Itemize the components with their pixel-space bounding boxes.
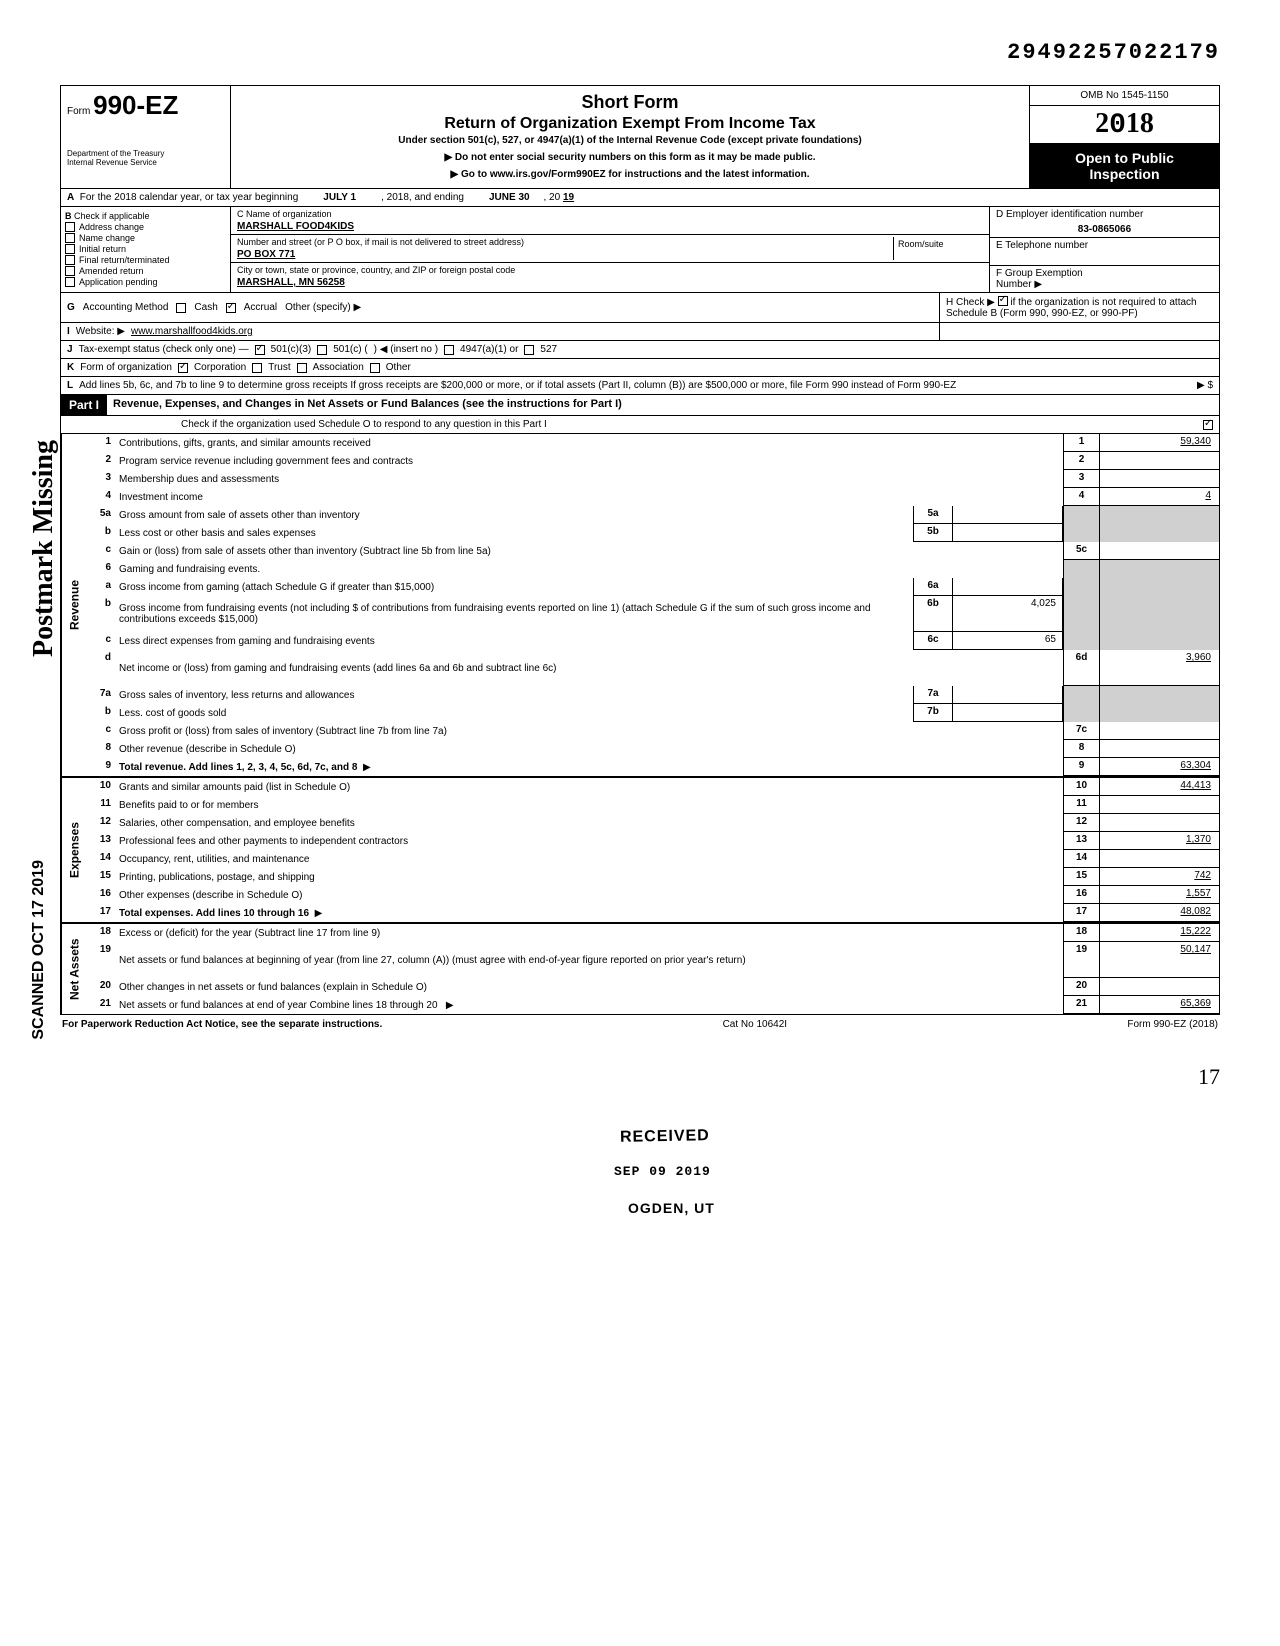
form-label: Form: [67, 106, 90, 117]
page-number: 17: [60, 1064, 1220, 1090]
form-line: 19Net assets or fund balances at beginni…: [87, 942, 1219, 978]
open-to-public: Open to Public Inspection: [1030, 144, 1219, 188]
form-line: 17Total expenses. Add lines 10 through 1…: [87, 904, 1219, 922]
row-g-accounting: G Accounting Method Cash Accrual Other (…: [61, 293, 939, 322]
checkbox-line: Amended return: [65, 266, 226, 276]
info-grid: B Check if applicable Address changeName…: [61, 207, 1219, 293]
checkbox[interactable]: [65, 266, 75, 276]
form-line: cLess direct expenses from gaming and fu…: [87, 632, 1219, 650]
row-k-org-form: K Form of organization Corporation Trust…: [61, 359, 1219, 377]
checkbox-line: Name change: [65, 233, 226, 243]
form-line: 11Benefits paid to or for members11: [87, 796, 1219, 814]
form-line: 13Professional fees and other payments t…: [87, 832, 1219, 850]
accrual-checkbox[interactable]: [226, 303, 236, 313]
instruction-2: ▶ Go to www.irs.gov/Form990EZ for instru…: [237, 169, 1023, 180]
omb-number: OMB No 1545-1150: [1030, 86, 1219, 106]
form-footer: For Paperwork Reduction Act Notice, see …: [60, 1015, 1220, 1034]
return-title: Return of Organization Exempt From Incom…: [237, 115, 1023, 133]
address-label: Number and street (or P O box, if mail i…: [237, 237, 893, 247]
schedule-o-check: Check if the organization used Schedule …: [61, 416, 1219, 434]
ein-box: D Employer identification number 83-0865…: [990, 207, 1219, 238]
form-line: cGain or (loss) from sale of assets othe…: [87, 542, 1219, 560]
trust-checkbox[interactable]: [252, 363, 262, 373]
form-line: 4Investment income44: [87, 488, 1219, 506]
org-name-label: C Name of organization: [237, 209, 983, 219]
4947-checkbox[interactable]: [444, 345, 454, 355]
form-line: 18Excess or (deficit) for the year (Subt…: [87, 924, 1219, 942]
phone-box: E Telephone number: [990, 238, 1219, 266]
postmark-missing-stamp: Postmark Missing: [28, 440, 60, 657]
document-id: 29492257022179: [60, 40, 1220, 65]
form-line: 16Other expenses (describe in Schedule O…: [87, 886, 1219, 904]
form-line: 7aGross sales of inventory, less returns…: [87, 686, 1219, 704]
form-number: 990-EZ: [93, 90, 178, 120]
checkbox[interactable]: [65, 255, 75, 265]
form-line: 20Other changes in net assets or fund ba…: [87, 978, 1219, 996]
org-name: MARSHALL FOOD4KIDS: [237, 221, 983, 232]
row-i-website: I Website: ▶ www.marshallfood4kids.org: [61, 323, 939, 341]
form-line: bLess cost or other basis and sales expe…: [87, 524, 1219, 542]
form-line: 12Salaries, other compensation, and empl…: [87, 814, 1219, 832]
schedule-o-checkbox[interactable]: [1203, 420, 1213, 430]
form-header: Form 990-EZ Department of the Treasury I…: [61, 86, 1219, 189]
form-line: bGross income from fundraising events (n…: [87, 596, 1219, 632]
tax-year: 2018: [1030, 106, 1219, 144]
other-checkbox[interactable]: [370, 363, 380, 373]
expenses-label: Expenses: [61, 778, 87, 922]
group-exemption-box: F Group Exemption Number ▶: [990, 266, 1219, 293]
form-line: 21Net assets or fund balances at end of …: [87, 996, 1219, 1014]
checkbox[interactable]: [65, 233, 75, 243]
row-j-tax-status: J Tax-exempt status (check only one) — 5…: [61, 341, 1219, 359]
checkbox[interactable]: [65, 244, 75, 254]
501c-checkbox[interactable]: [317, 345, 327, 355]
form-line: 1Contributions, gifts, grants, and simil…: [87, 434, 1219, 452]
form-line: 15Printing, publications, postage, and s…: [87, 868, 1219, 886]
part1-header: Part I Revenue, Expenses, and Changes in…: [61, 395, 1219, 416]
form-line: cGross profit or (loss) from sales of in…: [87, 722, 1219, 740]
checkbox-line: Address change: [65, 222, 226, 232]
form-line: bLess. cost of goods sold7b: [87, 704, 1219, 722]
form-line: 8Other revenue (describe in Schedule O)8: [87, 740, 1219, 758]
subtitle: Under section 501(c), 527, or 4947(a)(1)…: [237, 135, 1023, 146]
form-line: dNet income or (loss) from gaming and fu…: [87, 650, 1219, 686]
corporation-checkbox[interactable]: [178, 363, 188, 373]
room-suite: Room/suite: [893, 237, 983, 260]
527-checkbox[interactable]: [524, 345, 534, 355]
schedule-b-checkbox[interactable]: [998, 296, 1008, 306]
form-990ez: Form 990-EZ Department of the Treasury I…: [60, 85, 1220, 1015]
address: PO BOX 771: [237, 249, 893, 260]
date-stamp: SEP 09 2019: [614, 1164, 711, 1179]
form-line: 3Membership dues and assessments3: [87, 470, 1219, 488]
form-line: aGross income from gaming (attach Schedu…: [87, 578, 1219, 596]
501c3-checkbox[interactable]: [255, 345, 265, 355]
department: Department of the Treasury Internal Reve…: [67, 149, 224, 167]
cash-checkbox[interactable]: [176, 303, 186, 313]
net-assets-label: Net Assets: [61, 924, 87, 1014]
form-line: 9Total revenue. Add lines 1, 2, 3, 4, 5c…: [87, 758, 1219, 776]
checkbox[interactable]: [65, 222, 75, 232]
row-h-schedule-b: H Check ▶ if the organization is not req…: [939, 293, 1219, 322]
checkbox-line: Application pending: [65, 277, 226, 287]
row-a-tax-year: A For the 2018 calendar year, or tax yea…: [61, 189, 1219, 207]
form-line: 10Grants and similar amounts paid (list …: [87, 778, 1219, 796]
short-form-title: Short Form: [237, 92, 1023, 113]
row-l-gross-receipts: L Add lines 5b, 6c, and 7b to line 9 to …: [61, 377, 1219, 395]
revenue-label: Revenue: [61, 434, 87, 776]
association-checkbox[interactable]: [297, 363, 307, 373]
form-line: 6Gaming and fundraising events.: [87, 560, 1219, 578]
ogden-stamp: OGDEN, UT: [628, 1200, 715, 1216]
city-label: City or town, state or province, country…: [237, 265, 983, 275]
instruction-1: ▶ Do not enter social security numbers o…: [237, 152, 1023, 163]
checkbox[interactable]: [65, 277, 75, 287]
received-stamp: RECEIVED: [620, 1127, 710, 1147]
form-line: 14Occupancy, rent, utilities, and mainte…: [87, 850, 1219, 868]
col-b-checkboxes: B Check if applicable Address changeName…: [61, 207, 231, 292]
scanned-stamp: SCANNED OCT 17 2019: [30, 860, 48, 1040]
checkbox-line: Initial return: [65, 244, 226, 254]
city: MARSHALL, MN 56258: [237, 277, 983, 288]
checkbox-line: Final return/terminated: [65, 255, 226, 265]
form-line: 5aGross amount from sale of assets other…: [87, 506, 1219, 524]
form-line: 2Program service revenue including gover…: [87, 452, 1219, 470]
